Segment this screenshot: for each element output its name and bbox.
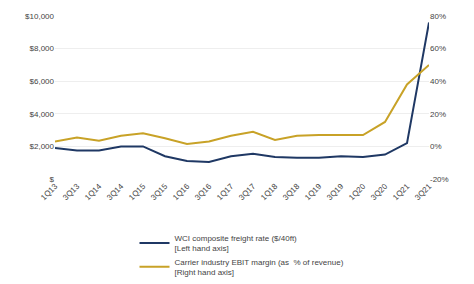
svg-text:20%: 20% xyxy=(430,110,446,119)
svg-text:1Q16: 1Q16 xyxy=(171,181,192,202)
svg-text:80%: 80% xyxy=(430,12,446,21)
svg-text:60%: 60% xyxy=(430,44,446,53)
svg-text:1Q14: 1Q14 xyxy=(83,181,104,202)
svg-text:3Q15: 3Q15 xyxy=(149,181,170,202)
svg-text:1Q17: 1Q17 xyxy=(215,181,236,202)
svg-text:3Q16: 3Q16 xyxy=(193,181,214,202)
svg-text:1Q19: 1Q19 xyxy=(303,181,324,202)
svg-text:3Q20: 3Q20 xyxy=(369,181,390,202)
svg-text:0%: 0% xyxy=(430,142,442,151)
svg-text:1Q20: 1Q20 xyxy=(347,181,368,202)
svg-text:$4,000: $4,000 xyxy=(30,110,55,119)
svg-text:-20%: -20% xyxy=(430,175,449,184)
svg-text:Carrier industry EBIT margin (: Carrier industry EBIT margin (as % of re… xyxy=(175,258,344,277)
svg-text:$: $ xyxy=(50,175,55,184)
svg-text:3Q19: 3Q19 xyxy=(325,181,346,202)
svg-text:3Q14: 3Q14 xyxy=(105,181,126,202)
svg-text:1Q15: 1Q15 xyxy=(127,181,148,202)
svg-text:$8,000: $8,000 xyxy=(30,44,55,53)
svg-text:3Q13: 3Q13 xyxy=(61,181,82,202)
svg-text:3Q17: 3Q17 xyxy=(237,181,258,202)
svg-text:1Q18: 1Q18 xyxy=(259,181,280,202)
svg-text:1Q13: 1Q13 xyxy=(39,181,60,202)
svg-text:3Q21: 3Q21 xyxy=(413,181,434,202)
svg-text:40%: 40% xyxy=(430,77,446,86)
svg-text:1Q21: 1Q21 xyxy=(391,181,412,202)
svg-text:$2,000: $2,000 xyxy=(30,142,55,151)
svg-text:WCI composite freight rate ($/: WCI composite freight rate ($/40ft)[Left… xyxy=(175,234,298,253)
svg-text:$10,000: $10,000 xyxy=(25,12,54,21)
svg-text:$6,000: $6,000 xyxy=(30,77,55,86)
svg-text:3Q18: 3Q18 xyxy=(281,181,302,202)
